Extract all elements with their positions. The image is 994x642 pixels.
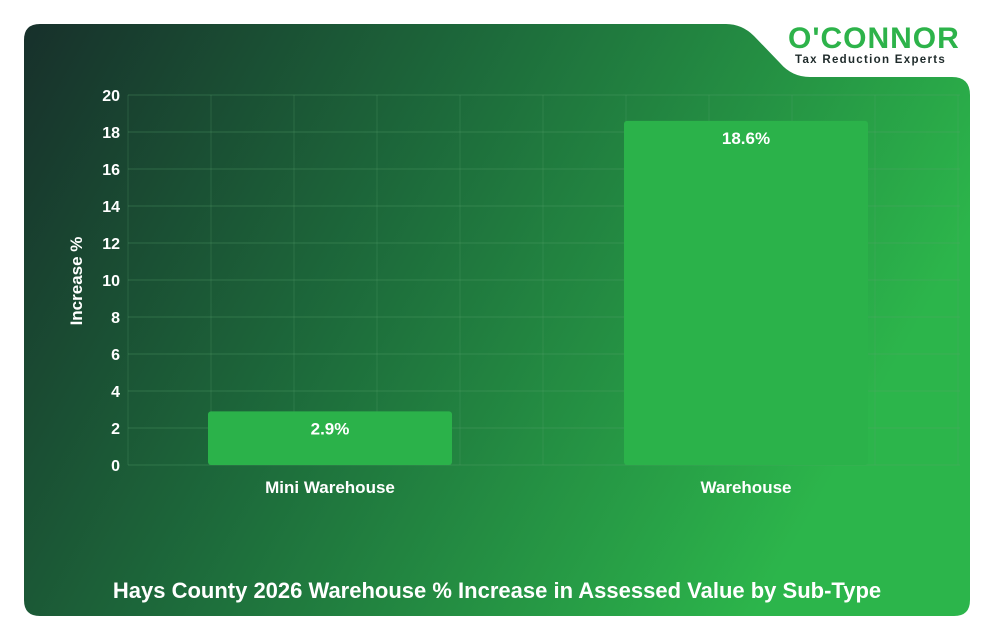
y-tick-label: 16 (102, 162, 120, 179)
brand-tagline: Tax Reduction Experts (795, 54, 946, 66)
y-tick-label: 14 (102, 199, 120, 216)
bar-warehouse (624, 120, 868, 466)
y-tick-label: 0 (111, 458, 120, 475)
x-tick-label: Warehouse (700, 478, 791, 497)
y-axis-label: Increase % (67, 237, 86, 326)
x-tick-label: Mini Warehouse (265, 478, 395, 497)
y-tick-label: 6 (111, 347, 120, 364)
y-tick-label: 20 (102, 88, 120, 105)
y-tick-label: 18 (102, 125, 120, 142)
bars: 2.9% 18.6% (208, 120, 868, 466)
y-tick-label: 12 (102, 236, 120, 253)
y-tick-label: 10 (102, 273, 120, 290)
brand-logo: O'CONNOR Tax Reduction Experts (788, 22, 960, 66)
y-tick-label: 4 (111, 384, 120, 401)
data-label: 18.6% (722, 129, 770, 148)
data-label: 2.9% (311, 419, 350, 438)
chart-title: Hays County 2026 Warehouse % Increase in… (113, 578, 881, 603)
bar-mini-warehouse (208, 411, 452, 465)
x-axis-labels: Mini Warehouse Warehouse (265, 478, 791, 497)
y-tick-label: 2 (111, 421, 120, 438)
y-axis-ticks: 0 2 4 6 8 10 12 14 16 18 20 (102, 88, 120, 475)
y-tick-label: 8 (111, 310, 120, 327)
brand-name: O'CONNOR (788, 22, 960, 55)
